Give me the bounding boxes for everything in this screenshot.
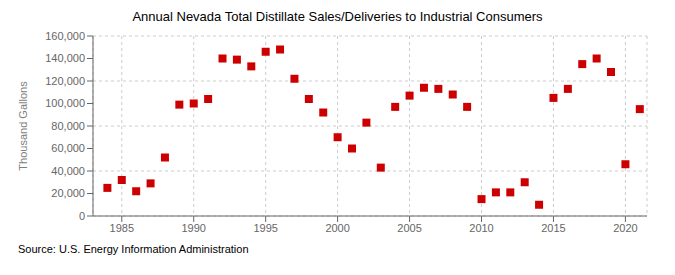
svg-text:140,000: 140,000 — [45, 52, 85, 64]
svg-text:120,000: 120,000 — [45, 75, 85, 87]
svg-text:2015: 2015 — [541, 222, 565, 234]
svg-text:60,000: 60,000 — [51, 142, 85, 154]
svg-text:2020: 2020 — [613, 222, 637, 234]
svg-text:1990: 1990 — [181, 222, 205, 234]
svg-text:2000: 2000 — [325, 222, 349, 234]
html-text:Annual Nevada Total Distillate: Annual Nevada Total Distillate Sales/Del… — [132, 9, 543, 24]
svg-text:1995: 1995 — [253, 222, 277, 234]
svg-text:2010: 2010 — [469, 222, 493, 234]
svg-text:2005: 2005 — [397, 222, 421, 234]
svg-text:1985: 1985 — [110, 222, 134, 234]
svg-text:0: 0 — [79, 210, 85, 222]
svg-text:160,000: 160,000 — [45, 30, 85, 42]
svg-text:40,000: 40,000 — [51, 165, 85, 177]
svg-text:20,000: 20,000 — [51, 187, 85, 199]
html-text:Source: U.S. Energy Informatio: Source: U.S. Energy Information Administ… — [18, 243, 249, 255]
svg-text:80,000: 80,000 — [51, 120, 85, 132]
svg-text:100,000: 100,000 — [45, 97, 85, 109]
svg-text:Thousand Gallons: Thousand Gallons — [17, 81, 29, 171]
